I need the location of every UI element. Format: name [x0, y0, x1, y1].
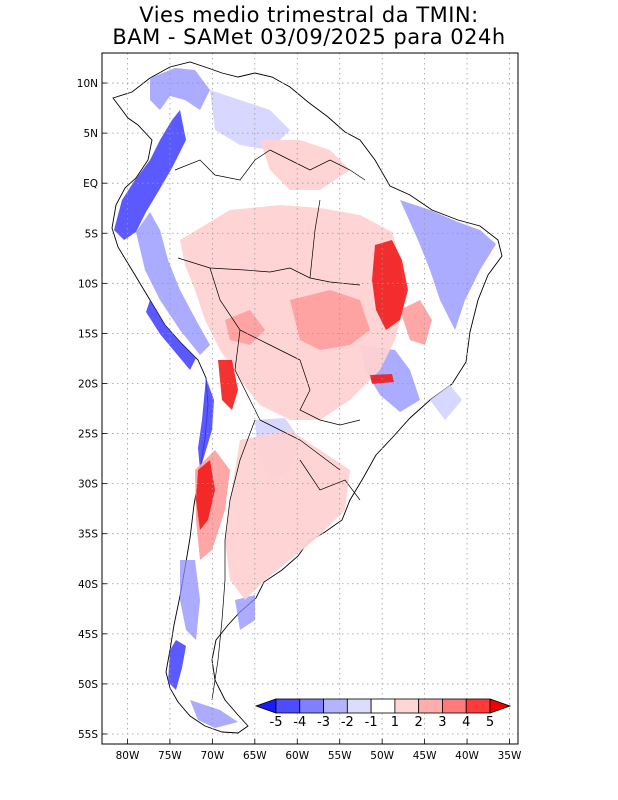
- colorbar-low-arrow: [254, 698, 277, 714]
- colorbar-box: [299, 698, 324, 714]
- map-title-line1: Vies medio trimestral da TMIN:: [139, 3, 479, 27]
- map-grid: [102, 53, 518, 744]
- lon-tick-label: 65W: [243, 750, 267, 762]
- lon-tick-label: 40W: [455, 750, 479, 762]
- colorbar-box: [275, 698, 301, 714]
- colorbar-box: [323, 698, 348, 714]
- colorbar-label: -2: [341, 715, 354, 730]
- colorbar-box: [346, 698, 372, 714]
- lon-tick-label: 70W: [200, 750, 224, 762]
- latitude-tick-labels: 10N 5N EQ 5S 10S 15S 20S 25S 30S 35S 40S 45S 50S 55S: [77, 78, 99, 741]
- lat-tick-label: 15S: [78, 328, 98, 340]
- lat-tick-label: 20S: [78, 378, 98, 390]
- colorbar-label: 1: [391, 715, 399, 730]
- map-frame: [101, 52, 519, 745]
- lon-tick-label: 35W: [498, 750, 522, 762]
- colorbar-box: [442, 698, 467, 714]
- colorbar-label: 4: [462, 715, 470, 730]
- lon-tick-label: 45W: [413, 750, 437, 762]
- lat-tick-label: 55S: [78, 729, 98, 741]
- lon-tick-label: 75W: [158, 750, 182, 762]
- colorbar-label: -3: [317, 715, 330, 730]
- colorbar-high-arrow: [489, 698, 512, 714]
- lat-tick-label: 10S: [78, 278, 98, 290]
- slight-positive-bias-areas: [180, 140, 405, 600]
- strong-positive-bias-areas: [196, 240, 408, 530]
- colorbar-box: [394, 698, 420, 714]
- colorbar-box: [418, 698, 443, 714]
- lat-tick-label: 5S: [85, 228, 99, 240]
- colorbar-label: -1: [365, 715, 378, 730]
- lat-tick-label: 25S: [78, 429, 98, 441]
- colorbar-label: 3: [438, 715, 446, 730]
- country-borders: [174, 149, 366, 701]
- lon-tick-label: 60W: [285, 750, 309, 762]
- colorbar: -5 -4 -3 -2 -1 1 2 3 4 5: [254, 698, 512, 730]
- map-title-line2: BAM - SAMet 03/09/2025 para 024h: [112, 25, 506, 49]
- lat-tick-label: 5N: [83, 128, 98, 140]
- colorbar-label: -5: [270, 715, 283, 730]
- map-body: [111, 61, 503, 734]
- lat-tick-label: 45S: [78, 629, 98, 641]
- colorbar-label: 5: [486, 715, 494, 730]
- lat-tick-label: 40S: [78, 579, 98, 591]
- colorbar-label: 2: [415, 715, 423, 730]
- colorbar-box: [370, 698, 396, 714]
- lat-tick-label: 30S: [78, 479, 98, 491]
- colorbar-box: [465, 698, 491, 714]
- lon-tick-label: 55W: [328, 750, 352, 762]
- lat-tick-label: 10N: [77, 78, 98, 90]
- lon-tick-label: 80W: [116, 750, 140, 762]
- lat-tick-label: 35S: [78, 529, 98, 541]
- negative-bias-andes: [114, 110, 214, 690]
- lat-tick-label: EQ: [83, 178, 98, 190]
- lon-tick-label: 50W: [370, 750, 394, 762]
- lat-tick-label: 50S: [78, 679, 98, 691]
- longitude-tick-labels: 80W 75W 70W 65W 60W 55W 50W 45W 40W 35W: [116, 750, 522, 762]
- moderate-positive-bias-areas: [195, 290, 432, 560]
- colorbar-label: -4: [293, 715, 306, 730]
